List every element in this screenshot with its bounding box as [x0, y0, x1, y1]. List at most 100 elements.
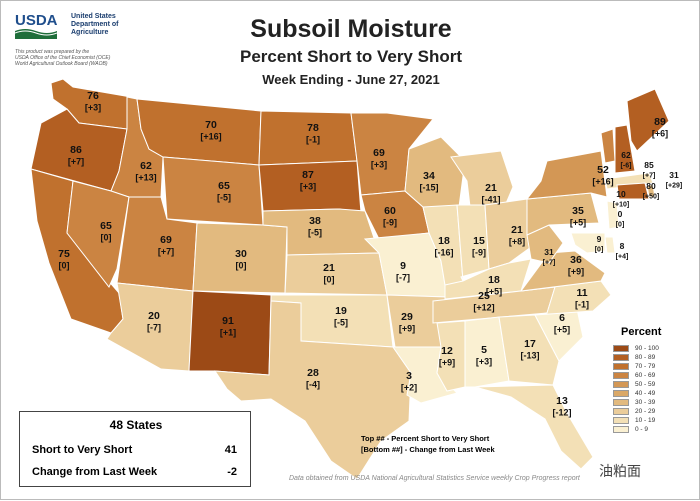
state-change-de: [+4] — [616, 254, 629, 261]
state-value-vt: 62 — [621, 150, 631, 160]
map-title: Subsoil Moisture — [250, 15, 452, 43]
legend-swatch — [613, 389, 629, 397]
legend-item: 20 - 29 — [613, 407, 659, 415]
credit-note: This product was prepared by the USDA Of… — [15, 49, 111, 67]
legend-item: 70 - 79 — [613, 362, 659, 370]
state-value-in: 15 — [473, 235, 485, 247]
summary-short-row: Short to Very Short 41 — [32, 444, 237, 456]
summary-short-label: Short to Very Short — [32, 444, 133, 456]
state-change-fl: [-12] — [552, 408, 571, 418]
legend-label: 20 - 29 — [635, 407, 656, 415]
legend-swatch — [613, 425, 629, 433]
state-nc — [520, 280, 612, 316]
state-change-ms: [+9] — [439, 358, 455, 368]
state-value-ny: 52 — [597, 164, 609, 176]
state-value-wa: 76 — [87, 90, 99, 102]
state-value-mt: 70 — [205, 119, 217, 131]
state-value-ut: 69 — [160, 234, 172, 246]
legend-label: 10 - 19 — [635, 416, 656, 424]
state-value-il: 18 — [438, 235, 450, 247]
state-vt — [600, 128, 616, 164]
summary-change-value: -2 — [227, 466, 237, 478]
state-ky — [444, 258, 532, 300]
legend-label: 30 - 39 — [635, 398, 656, 406]
usda-logo-text: USDA — [15, 12, 57, 29]
map-subtitle: Percent Short to Very Short — [240, 47, 462, 66]
state-change-tn: [+12] — [473, 303, 494, 313]
state-tx — [214, 300, 412, 480]
state-value-sd: 87 — [302, 169, 314, 181]
state-value-ri: 31 — [669, 170, 679, 180]
state-me — [626, 88, 670, 152]
state-value-nc: 11 — [576, 287, 587, 299]
state-value-wv: 31 — [544, 247, 554, 257]
state-value-ia: 60 — [384, 205, 396, 217]
state-change-ks: [0] — [324, 275, 335, 285]
state-change-wv: [+7] — [543, 260, 556, 267]
state-value-ms: 12 — [441, 345, 453, 357]
legend-label: 90 - 100 — [635, 344, 659, 352]
legend-item: 60 - 69 — [613, 371, 659, 379]
state-change-la: [+2] — [401, 383, 417, 393]
state-value-ca: 75 — [58, 248, 70, 260]
state-value-al: 5 — [481, 344, 487, 356]
state-value-ma: 10 — [616, 189, 626, 199]
state-co — [192, 222, 288, 294]
state-ny — [525, 150, 608, 200]
state-value-az: 20 — [148, 310, 160, 322]
source-note: Data obtained from USDA National Agricul… — [289, 475, 580, 482]
legend-item: 10 - 19 — [613, 416, 659, 424]
state-change-mt: [+16] — [200, 132, 221, 142]
state-value-wy: 65 — [218, 180, 230, 192]
state-change-mn: [+3] — [371, 160, 387, 170]
state-change-nh: [+7] — [643, 173, 656, 180]
state-value-ok: 19 — [335, 305, 347, 317]
state-value-mn: 69 — [373, 147, 385, 159]
legend-label: 50 - 59 — [635, 380, 656, 388]
state-value-de: 8 — [620, 241, 625, 251]
state-value-fl: 13 — [556, 395, 568, 407]
usda-logo: USDA — [15, 12, 57, 39]
state-change-ky: [+5] — [486, 287, 502, 297]
state-change-sd: [+3] — [300, 182, 316, 192]
state-value-oh: 21 — [511, 224, 523, 236]
state-value-ne: 38 — [309, 215, 321, 227]
state-change-tx: [-4] — [306, 380, 320, 390]
summary-short-value: 41 — [224, 444, 237, 456]
legend-item: 0 - 9 — [613, 425, 659, 433]
state-change-md: [0] — [595, 247, 604, 254]
state-change-nm: [+1] — [220, 328, 236, 338]
legend-swatch — [613, 371, 629, 379]
state-change-il: [-16] — [434, 248, 453, 258]
state-change-al: [+3] — [476, 357, 492, 367]
state-value-tx: 28 — [307, 367, 319, 379]
state-change-ar: [+9] — [399, 324, 415, 334]
summary-box: 48 States Short to Very Short 41 Change … — [19, 411, 251, 487]
state-change-nj: [0] — [616, 222, 625, 229]
state-value-tn: 25 — [478, 290, 490, 302]
legend-swatch — [613, 362, 629, 370]
legend-swatch — [613, 344, 629, 352]
state-value-ct: 80 — [646, 181, 656, 191]
legend-swatch — [613, 398, 629, 406]
state-value-ar: 29 — [401, 311, 413, 323]
state-value-ky: 18 — [488, 274, 500, 286]
label-key: Top ## - Percent Short to Very Short [Bo… — [361, 433, 495, 455]
legend-title: Percent — [621, 326, 662, 338]
state-change-vt: [-6] — [621, 163, 632, 170]
legend-swatch — [613, 353, 629, 361]
legend-item: 50 - 59 — [613, 380, 659, 388]
state-value-nd: 78 — [307, 122, 319, 134]
legend-label: 60 - 69 — [635, 371, 656, 379]
state-change-oh: [+8] — [509, 237, 525, 247]
week-ending: Week Ending - June 27, 2021 — [262, 72, 440, 87]
legend-swatch — [613, 380, 629, 388]
state-change-id: [+13] — [135, 173, 156, 183]
state-nj — [606, 200, 620, 230]
legend-item: 80 - 89 — [613, 353, 659, 361]
legend-swatch — [613, 416, 629, 424]
state-change-wy: [-5] — [217, 193, 231, 203]
state-change-ia: [-9] — [383, 218, 397, 228]
state-value-nh: 85 — [644, 160, 654, 170]
state-change-ma: [+10] — [613, 202, 630, 209]
